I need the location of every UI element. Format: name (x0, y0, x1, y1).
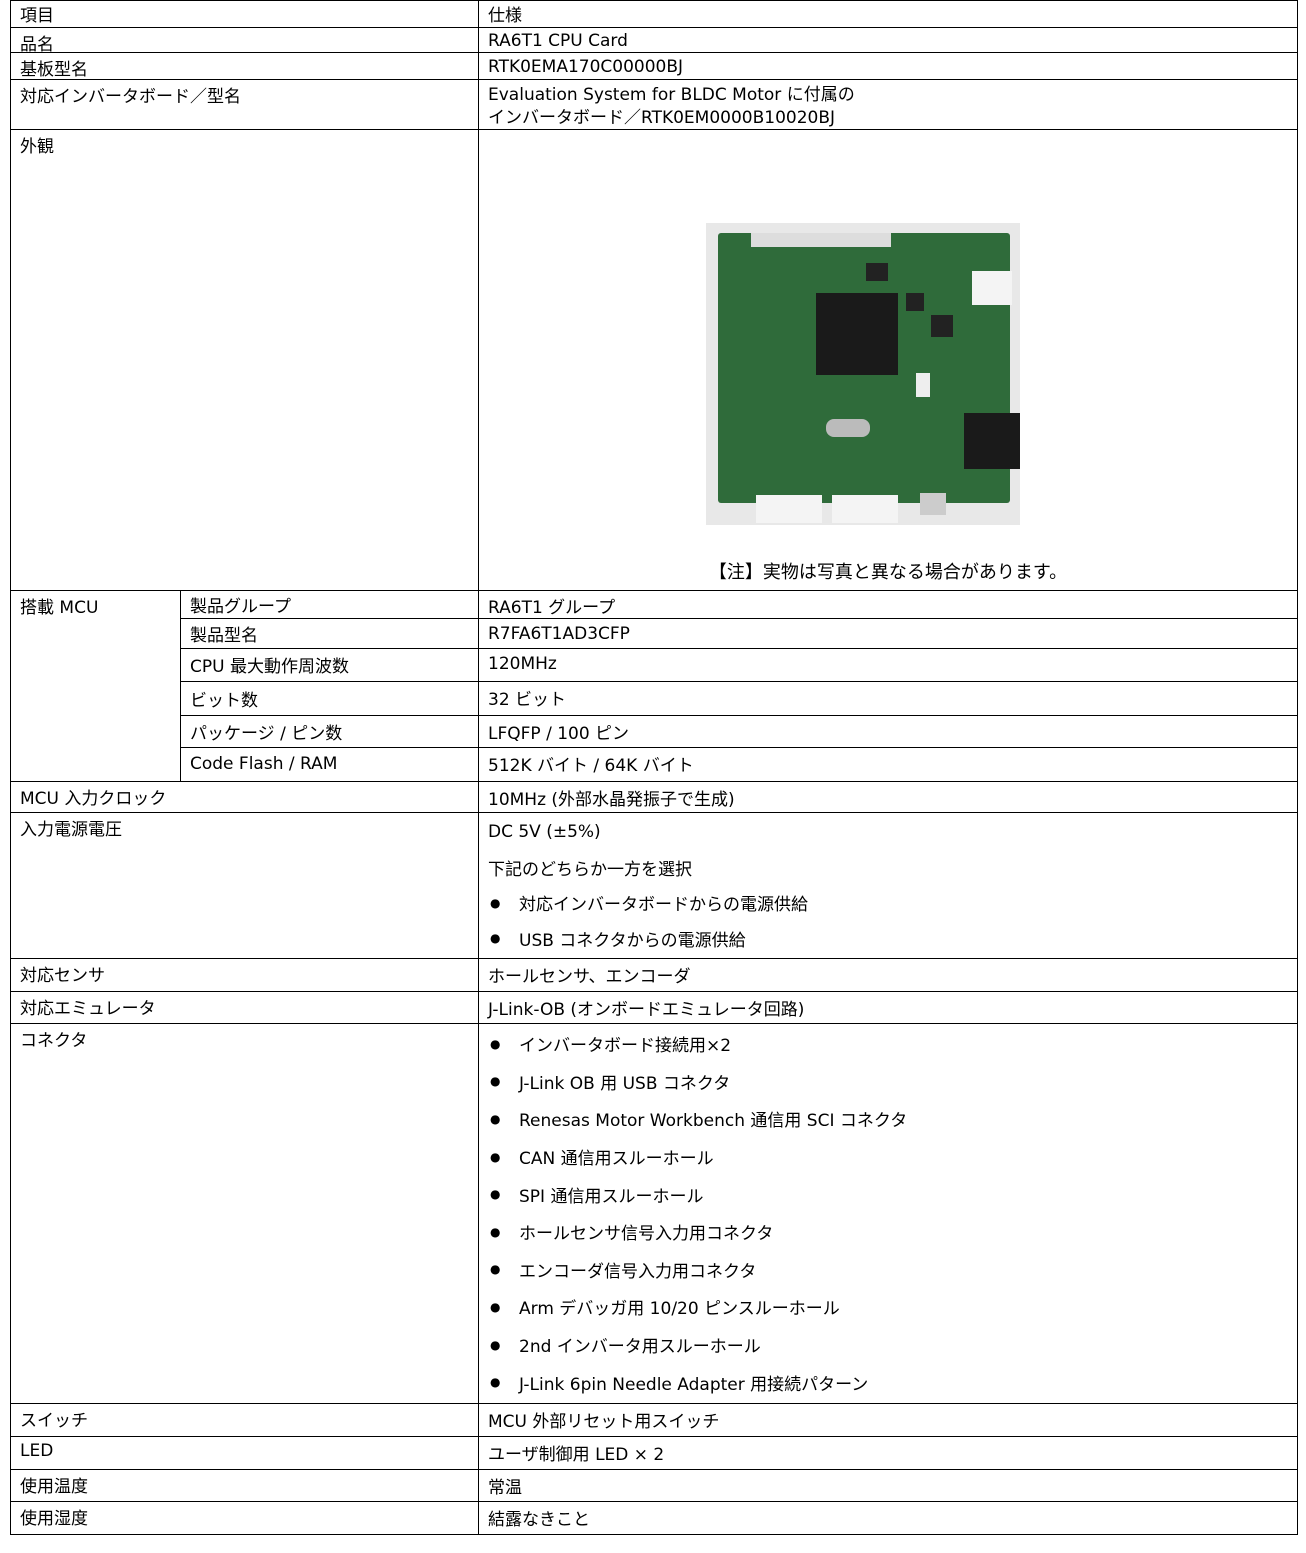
bullet-item: インバータボード接続用×2 (490, 1025, 731, 1063)
label-text: 入力電源電圧 (20, 819, 122, 840)
value-cell: ホールセンサ、エンコーダ (478, 958, 1298, 992)
value-text: 10MHz (外部水晶発振子で生成) (488, 789, 735, 810)
bullet-item: 対応インバータボードからの電源供給 (490, 885, 808, 921)
bullet-item: Renesas Motor Workbench 通信用 SCI コネクタ (490, 1100, 907, 1138)
sub-label-text: パッケージ / ピン数 (190, 723, 343, 744)
label-cell: 入力電源電圧 (10, 812, 479, 959)
value-text: 512K バイト / 64K バイト (488, 755, 694, 776)
value-text: MCU 外部リセット用スイッチ (488, 1411, 720, 1432)
label-text: 対応エミュレータ (20, 998, 156, 1019)
value-text: 120MHz (488, 654, 557, 674)
value-cell: インバータボード接続用×2J-Link OB 用 USB コネクタRenesas… (478, 1023, 1298, 1404)
bullet-item: CAN 通信用スルーホール (490, 1138, 714, 1176)
bullet-item: J-Link OB 用 USB コネクタ (490, 1063, 730, 1101)
label-cell: 外観 (10, 129, 479, 591)
value-text: RTK0EMA170C00000BJ (488, 56, 684, 77)
value-text: ホールセンサ、エンコーダ (488, 966, 691, 987)
bullet-item: USB コネクタからの電源供給 (490, 921, 746, 957)
label-cell: 対応インバータボード／型名 (10, 79, 479, 130)
value-text: DC 5V (±5%) (488, 821, 601, 842)
value-cell: 常温 (478, 1469, 1298, 1502)
label-cell: スイッチ (10, 1403, 479, 1437)
value-text: ユーザ制御用 LED × 2 (488, 1444, 665, 1465)
value-cell: 512K バイト / 64K バイト (478, 747, 1298, 782)
value-cell: ユーザ制御用 LED × 2 (478, 1436, 1298, 1470)
sub-label-cell: パッケージ / ピン数 (180, 715, 479, 748)
sub-label-cell: Code Flash / RAM (180, 747, 479, 782)
bullet-item: エンコーダ信号入力用コネクタ (490, 1251, 756, 1289)
label-text: 品名 (20, 34, 54, 55)
label-text: 外観 (20, 136, 54, 157)
sub-label-cell: 製品型名 (180, 618, 479, 649)
board-photo (706, 223, 1020, 525)
label-cell: コネクタ (10, 1023, 479, 1404)
bullet-item: Arm デバッガ用 10/20 ピンスルーホール (490, 1288, 840, 1326)
photo-caption: 【注】実物は写真と異なる場合があります。 (708, 562, 1068, 583)
value-cell: 結露なきこと (478, 1501, 1298, 1535)
value-cell: RTK0EMA170C00000BJ (478, 52, 1298, 80)
bullet-item: SPI 通信用スルーホール (490, 1175, 704, 1213)
value-cell: DC 5V (±5%) 下記のどちらか一方を選択対応インバータボードからの電源供給… (478, 812, 1298, 959)
value-cell: 10MHz (外部水晶発振子で生成) (478, 781, 1298, 813)
label-text: 対応センサ (20, 965, 105, 986)
label-cell: 使用温度 (10, 1469, 479, 1502)
label-text: 搭載 MCU (20, 597, 99, 618)
value-text: 結露なきこと (488, 1509, 590, 1530)
value-cell: 【注】実物は写真と異なる場合があります。 (478, 129, 1298, 591)
value-cell: J-Link-OB (オンボードエミュレータ回路) (478, 991, 1298, 1024)
header-text: 項目 (20, 6, 54, 26)
value-text: LFQFP / 100 ピン (488, 723, 630, 744)
value-cell: Evaluation System for BLDC Motor に付属の インバ… (478, 79, 1298, 130)
value-text: R7FA6T1AD3CFP (488, 624, 630, 644)
value-cell: 32 ビット (478, 681, 1298, 716)
bullet-item: J-Link 6pin Needle Adapter 用接続パターン (490, 1363, 868, 1401)
label-cell: 基板型名 (10, 52, 479, 80)
bullet-item: ホールセンサ信号入力用コネクタ (490, 1213, 773, 1251)
label-cell: 対応エミュレータ (10, 991, 479, 1024)
label-cell: LED (10, 1436, 479, 1470)
sub-label-cell: CPU 最大動作周波数 (180, 648, 479, 682)
value-cell: R7FA6T1AD3CFP (478, 618, 1298, 649)
value-text: 常温 (488, 1477, 522, 1498)
value-cell: MCU 外部リセット用スイッチ (478, 1403, 1298, 1437)
bullet-item: 2nd インバータ用スルーホール (490, 1326, 761, 1364)
value-text: インバータボード／RTK0EM0000B10020BJ (488, 108, 836, 128)
label-text: 対応インバータボード／型名 (20, 86, 241, 107)
sub-label-text: ビット数 (190, 690, 258, 711)
value-text: J-Link-OB (オンボードエミュレータ回路) (488, 999, 805, 1020)
sub-label-text: Code Flash / RAM (190, 754, 338, 774)
value-text: Evaluation System for BLDC Motor に付属の (488, 85, 855, 105)
sub-label-cell: 製品グループ (180, 590, 479, 619)
value-text: RA6T1 グループ (488, 597, 616, 618)
sub-label-text: 製品型名 (190, 625, 258, 646)
label-cell: 品名 (10, 27, 479, 55)
label-cell: 対応センサ (10, 958, 479, 992)
value-cell: LFQFP / 100 ピン (478, 715, 1298, 748)
label-cell: 使用湿度 (10, 1501, 479, 1535)
label-cell: 搭載 MCU (10, 590, 181, 782)
value-cell: 120MHz (478, 648, 1298, 682)
label-text: 使用温度 (20, 1476, 88, 1497)
value-cell: RA6T1 CPU Card (478, 27, 1298, 53)
label-text: スイッチ (20, 1410, 88, 1431)
label-text: 使用湿度 (20, 1508, 88, 1529)
sub-label-cell: ビット数 (180, 681, 479, 716)
label-text: コネクタ (20, 1030, 88, 1051)
header-cell: 項目 (10, 0, 479, 28)
sub-label-text: 製品グループ (190, 596, 291, 617)
value-text: RA6T1 CPU Card (488, 30, 628, 51)
label-text: MCU 入力クロック (20, 788, 167, 809)
value-text: 32 ビット (488, 689, 567, 710)
label-text: LED (20, 1441, 54, 1461)
value-text: 下記のどちらか一方を選択 (488, 859, 692, 880)
label-cell: MCU 入力クロック (10, 781, 479, 813)
label-text: 基板型名 (20, 59, 88, 80)
header-cell: 仕様 (478, 0, 1298, 28)
value-cell: RA6T1 グループ (478, 590, 1298, 619)
sub-label-text: CPU 最大動作周波数 (190, 657, 349, 677)
header-text: 仕様 (488, 6, 522, 26)
